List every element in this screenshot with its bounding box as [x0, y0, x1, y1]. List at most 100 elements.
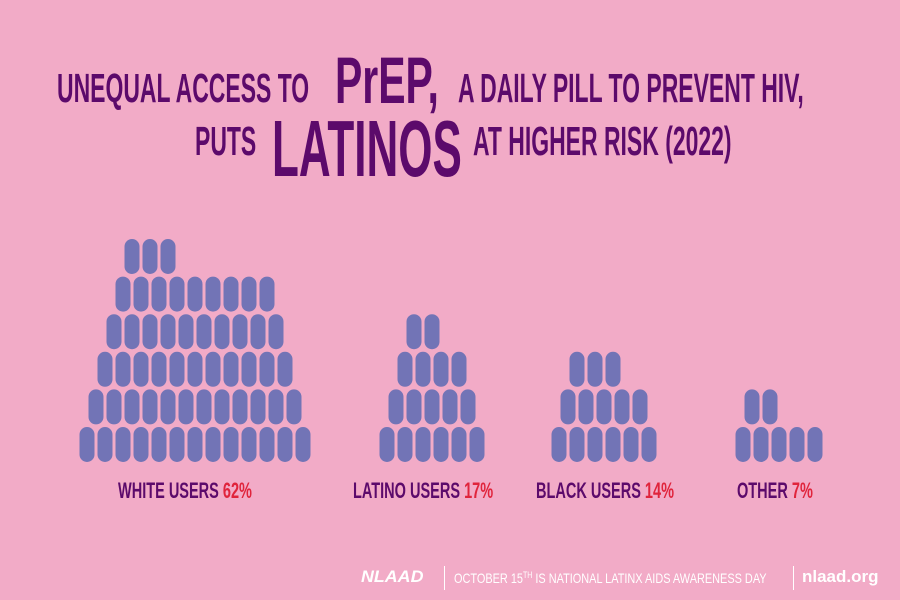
pill-icon [605, 351, 621, 387]
pill-icon [169, 427, 185, 462]
pill-icon [587, 351, 603, 387]
pill-icon [735, 427, 751, 462]
pill-group-latino-users [379, 314, 485, 462]
pill-icon [406, 314, 422, 350]
percent-value: 14% [644, 478, 674, 503]
pill-icon [569, 351, 585, 387]
pill-icon [232, 314, 248, 350]
pill-icon [250, 314, 266, 350]
label-black-users: BLACK USERS 14% [536, 480, 745, 502]
pill-icon [97, 427, 113, 462]
pill-icon [753, 427, 769, 462]
pill-icon [551, 427, 567, 462]
pill-icon [388, 389, 404, 425]
pill-icon [259, 351, 275, 387]
pill-icon [569, 427, 585, 462]
pill-icon [433, 427, 449, 462]
pill-icon [169, 351, 185, 387]
pill-icon [424, 389, 440, 425]
pill-icon [277, 427, 293, 462]
pill-group-other [735, 389, 823, 462]
pill-icon [433, 351, 449, 387]
category-label: WHITE USERS [118, 478, 219, 503]
pill-icon [160, 314, 176, 350]
title-line2-end: AT HIGHER RISK (2022) [473, 118, 732, 164]
pill-icon [160, 239, 176, 274]
pill-icon [133, 427, 149, 462]
pill-icon [223, 427, 239, 462]
category-label: LATINO USERS [353, 478, 461, 503]
pill-icon [214, 389, 230, 425]
pill-icon [596, 389, 612, 425]
pill-icon [187, 427, 203, 462]
footer-tagline: OCTOBER 15TH IS NATIONAL LATINX AIDS AWA… [454, 570, 767, 586]
pill-icon [106, 314, 122, 350]
pill-icon [205, 351, 221, 387]
pill-icon [789, 427, 805, 462]
footer-divider [444, 566, 445, 590]
pill-icon [133, 351, 149, 387]
pill-icon [578, 389, 594, 425]
label-latino-users: LATINO USERS 17% [353, 480, 565, 502]
nlaad-logo: NLAAD [361, 567, 424, 586]
footer-divider [793, 566, 794, 590]
pill-icon [115, 427, 131, 462]
pill-icon [142, 239, 158, 274]
pill-icon [451, 427, 467, 462]
pill-icon [187, 351, 203, 387]
pill-icon [115, 351, 131, 387]
pill-icon [196, 389, 212, 425]
pill-icon [268, 389, 284, 425]
pill-icon [124, 389, 140, 425]
label-other: OTHER 7% [737, 480, 852, 502]
pill-icon [241, 276, 257, 312]
pill-icon [169, 276, 185, 312]
pill-icon [614, 389, 630, 425]
pill-icon [115, 276, 131, 312]
pill-icon [79, 427, 95, 462]
pill-icon [205, 276, 221, 312]
pill-icon [178, 389, 194, 425]
pill-icon [744, 389, 760, 425]
pill-icon [641, 427, 657, 462]
pill-icon [295, 427, 311, 462]
pill-group-black-users [551, 351, 657, 462]
pill-icon [379, 427, 395, 462]
pill-icon [178, 314, 194, 350]
pill-icon [424, 314, 440, 350]
pill-icon [560, 389, 576, 425]
website-link[interactable]: nlaad.org [802, 567, 879, 586]
pill-icon [106, 389, 122, 425]
pill-icon [406, 389, 422, 425]
title-text: UNEQUAL ACCESS TO [57, 65, 310, 111]
category-label: OTHER [737, 478, 788, 503]
pill-icon [160, 389, 176, 425]
title-line1-end: A DAILY PILL TO PREVENT HIV, [458, 65, 804, 111]
pill-icon [133, 276, 149, 312]
percent-value: 62% [222, 478, 252, 503]
footer-text-rest: IS NATIONAL LATINX AIDS AWARENESS DAY [532, 570, 767, 586]
pill-icon [587, 427, 603, 462]
footer-text-date: OCTOBER 15 [454, 570, 523, 586]
label-white-users: WHITE USERS 62% [118, 480, 321, 502]
pill-icon [415, 427, 431, 462]
pill-icon [442, 389, 458, 425]
pill-icon [232, 389, 248, 425]
footer-text-ordinal: TH [522, 570, 533, 580]
pill-icon [469, 427, 485, 462]
pill-icon [241, 427, 257, 462]
pill-icon [397, 351, 413, 387]
pill-icon [771, 427, 787, 462]
pill-icon [97, 351, 113, 387]
pill-icon [415, 351, 431, 387]
pill-icon [460, 389, 476, 425]
category-label: BLACK USERS [536, 478, 641, 503]
pill-icon [142, 389, 158, 425]
pill-icon [451, 351, 467, 387]
pill-icon [88, 389, 104, 425]
pill-icon [277, 351, 293, 387]
pill-icon [151, 351, 167, 387]
pill-icon [286, 389, 302, 425]
pill-icon [187, 276, 203, 312]
